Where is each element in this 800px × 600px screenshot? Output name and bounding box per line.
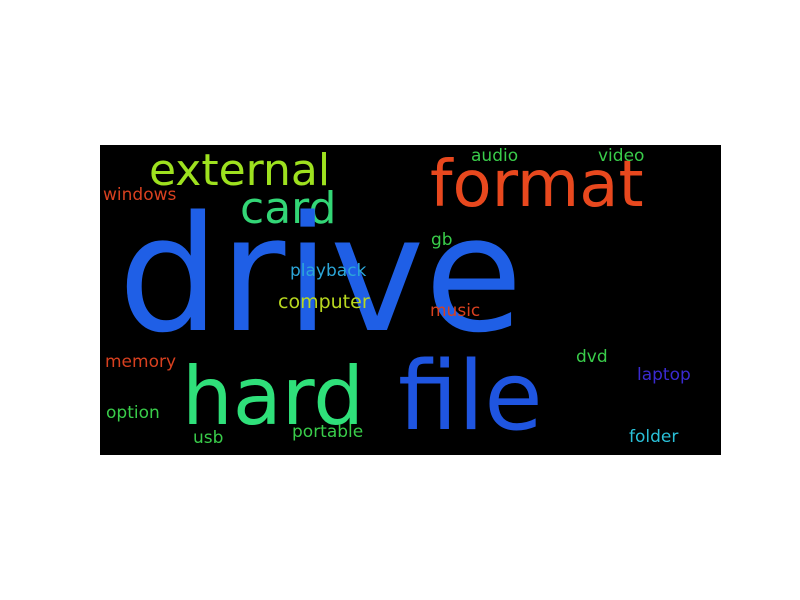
word-windows: windows xyxy=(103,185,177,205)
word-music: music xyxy=(430,301,481,321)
word-dvd: dvd xyxy=(576,347,608,367)
word-gb: gb xyxy=(431,230,453,250)
word-laptop: laptop xyxy=(637,365,691,385)
word-memory: memory xyxy=(105,352,177,372)
word-folder: folder xyxy=(629,427,679,447)
word-playback: playback xyxy=(290,261,367,281)
word-drive: drive xyxy=(118,181,523,368)
word-portable: portable xyxy=(292,422,364,442)
word-audio: audio xyxy=(471,146,519,166)
word-file: file xyxy=(398,342,543,452)
word-cloud: external card drive format hard file aud… xyxy=(100,145,721,455)
word-usb: usb xyxy=(193,428,224,448)
word-computer: computer xyxy=(278,291,370,313)
word-option: option xyxy=(106,403,160,423)
word-external: external xyxy=(149,145,331,196)
word-hard: hard xyxy=(182,350,364,443)
word-video: video xyxy=(598,146,645,166)
word-card: card xyxy=(240,183,337,234)
word-format: format xyxy=(430,148,644,222)
